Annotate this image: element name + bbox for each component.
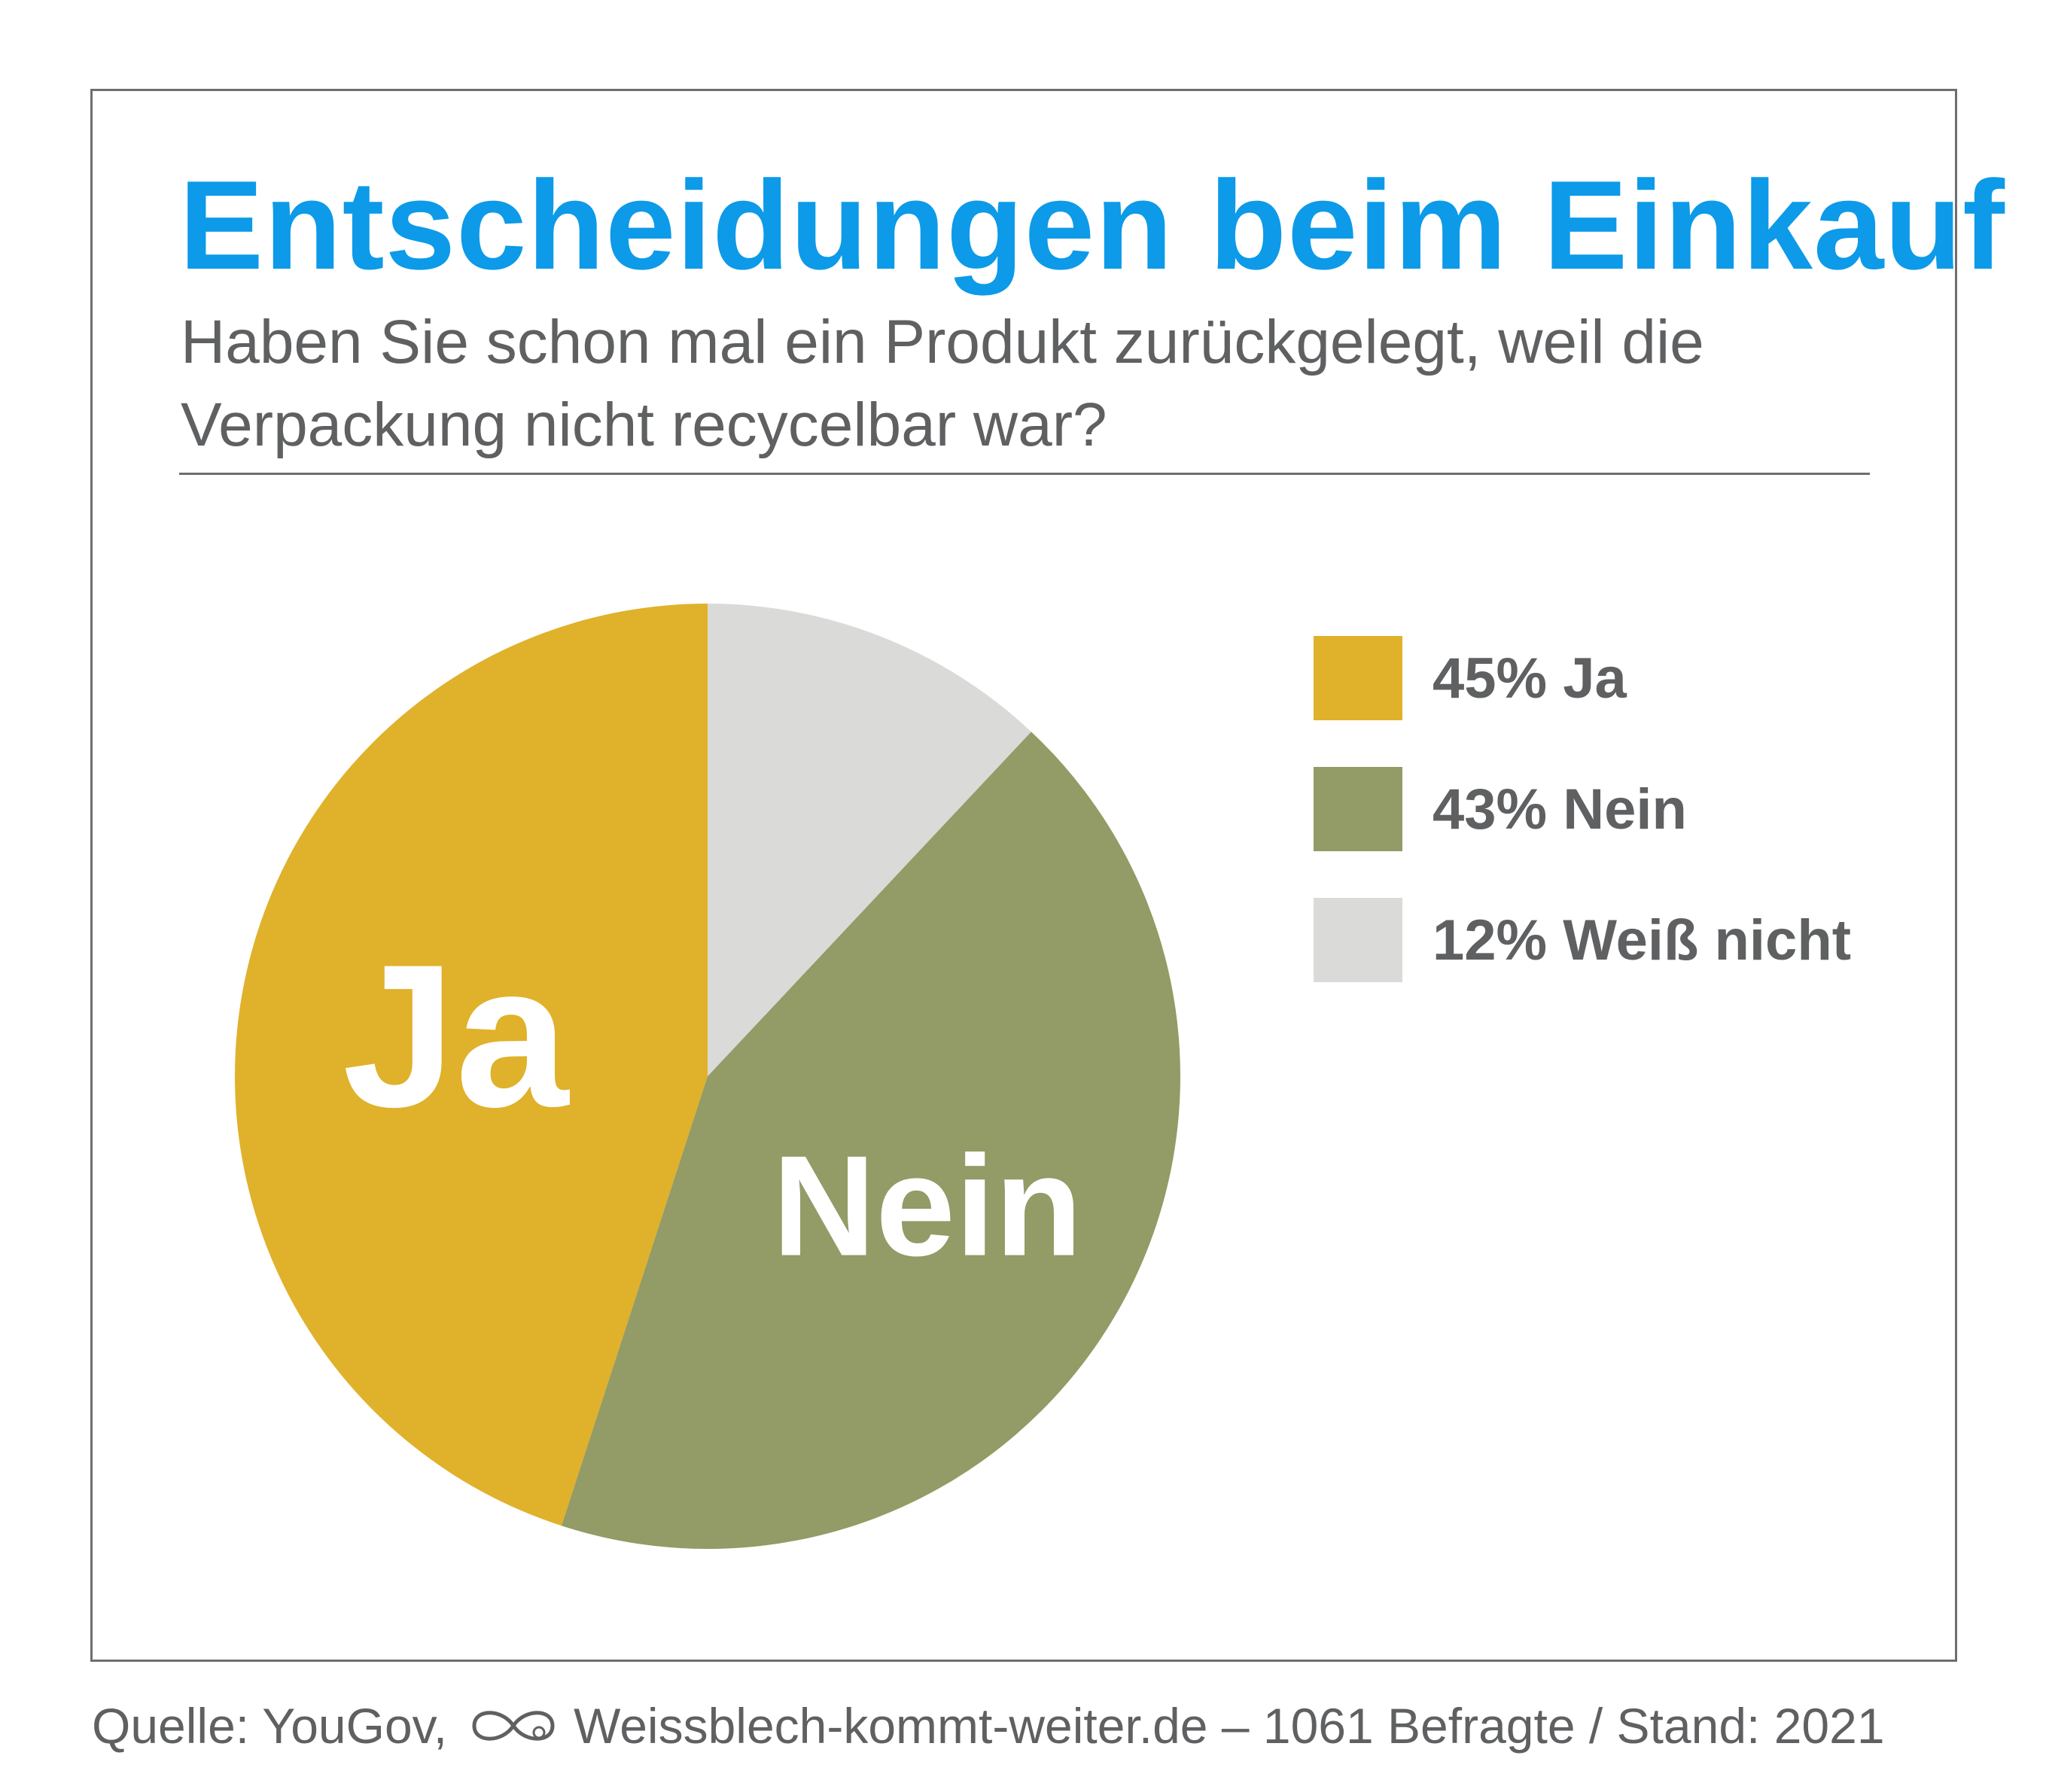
title-divider [179, 473, 1870, 475]
legend-swatch-ja [1314, 636, 1402, 720]
infinity-logo-icon [472, 1711, 555, 1741]
legend: 45% Ja 43% Nein 12% Weiß nicht [1314, 636, 1851, 1029]
chart-subtitle: Haben Sie schon mal ein Produkt zurückge… [181, 308, 1704, 459]
footer-source: Quelle: YouGov, Weissblech-kommt-weiter.… [92, 1697, 1885, 1754]
chart-title: Entscheidungen beim Einkauf [179, 154, 2006, 296]
chart-frame [90, 89, 1957, 1662]
legend-item-weiss-nicht: 12% Weiß nicht [1314, 898, 1851, 982]
footer-source-prefix: Quelle: YouGov, [92, 1698, 448, 1754]
pie-label-ja: Ja [343, 923, 570, 1149]
pie-slice-nein [561, 732, 1181, 1550]
legend-label-ja: 45% Ja [1433, 646, 1627, 710]
legend-swatch-nein [1314, 767, 1402, 851]
legend-swatch-weiss-nicht [1314, 898, 1402, 982]
legend-label-nein: 43% Nein [1433, 777, 1687, 841]
pie-slice-weiss-nicht [708, 604, 1031, 1076]
legend-label-weiss-nicht: 12% Weiß nicht [1433, 908, 1852, 972]
pie-slice-ja [234, 604, 708, 1526]
footer-source-suffix: Weissblech-kommt-weiter.de – 1061 Befrag… [574, 1698, 1885, 1754]
legend-item-ja: 45% Ja [1314, 636, 1851, 720]
pie-label-nein: Nein [772, 1127, 1082, 1286]
legend-item-nein: 43% Nein [1314, 767, 1851, 851]
